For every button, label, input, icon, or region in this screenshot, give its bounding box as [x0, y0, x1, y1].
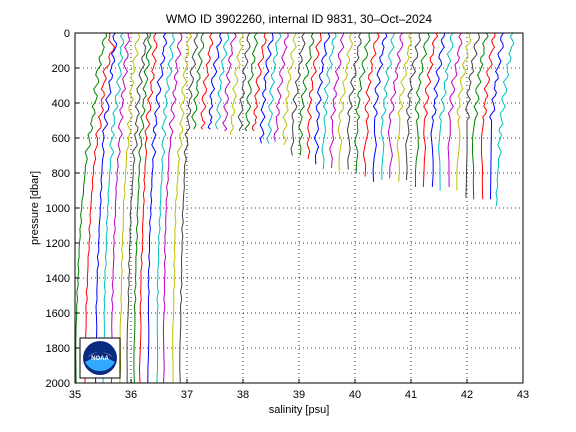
- y-tick-label: 0: [64, 28, 70, 40]
- profile-line-10: [147, 32, 168, 384]
- profile-line-23: [251, 32, 267, 132]
- grid-lines: [75, 33, 523, 383]
- profile-line-25: [266, 32, 282, 144]
- profile-line-41: [396, 32, 412, 182]
- profile-line-45: [430, 32, 446, 188]
- y-axis-label: pressure [dbar]: [29, 171, 41, 245]
- profile-line-33: [329, 32, 345, 168]
- profile-line-2: [84, 33, 116, 384]
- series-layer: [75, 32, 515, 384]
- x-axis-label: salinity [psu]: [269, 404, 330, 416]
- profile-line-36: [354, 32, 371, 174]
- profile-line-38: [372, 32, 388, 182]
- profile-line-6: [119, 32, 141, 384]
- x-tick-label: 39: [293, 389, 305, 401]
- profile-line-17: [207, 32, 223, 130]
- profile-line-34: [337, 32, 354, 172]
- profile-line-16: [200, 32, 214, 130]
- profile-line-26: [273, 32, 289, 142]
- x-tick-label: 43: [517, 389, 529, 401]
- profile-line-48: [456, 32, 472, 191]
- profile-line-53: [495, 32, 515, 207]
- x-tick-label: 40: [349, 389, 361, 401]
- profile-line-14: [179, 32, 199, 384]
- profile-line-28: [290, 32, 306, 156]
- y-axis-ticks: 0 200 400 600 800 1000 1200 1400 1600 1800 2000: [46, 28, 79, 390]
- profile-line-32: [321, 32, 337, 170]
- profile-line-44: [422, 32, 439, 188]
- profile-line-24: [259, 32, 274, 144]
- profile-line-20: [230, 33, 244, 135]
- y-tick-label: 1600: [46, 308, 70, 320]
- y-tick-label: 1000: [46, 203, 70, 215]
- x-tick-label: 36: [125, 389, 137, 401]
- x-axis-ticks: 35 36 37 38 39 40 41 42 43: [69, 379, 529, 401]
- profile-line-7: [126, 32, 149, 384]
- profile-line-4: [102, 32, 125, 384]
- profile-line-50: [471, 32, 489, 200]
- profile-line-31: [313, 32, 331, 165]
- profile-line-43: [414, 32, 430, 188]
- profile-line-12: [162, 32, 183, 384]
- profile-line-19: [222, 32, 237, 132]
- profile-line-22: [244, 32, 259, 132]
- y-tick-label: 2000: [46, 378, 70, 390]
- noaa-logo: NOAA: [79, 337, 121, 379]
- profile-line-11: [156, 32, 176, 384]
- profile-line-29: [298, 32, 315, 156]
- y-tick-label: 1800: [46, 343, 70, 355]
- profile-line-40: [387, 32, 404, 179]
- y-tick-label: 800: [52, 168, 70, 180]
- profile-line-52: [489, 32, 504, 200]
- chart-title: WMO ID 3902260, internal ID 9831, 30–Oct…: [166, 12, 432, 26]
- y-tick-label: 200: [52, 63, 70, 75]
- profile-line-3: [94, 32, 118, 384]
- profile-line-27: [282, 32, 297, 146]
- profile-line-15: [191, 32, 205, 130]
- profile-line-13: [172, 32, 192, 384]
- profile-line-5: [110, 32, 131, 384]
- profile-line-47: [447, 32, 463, 188]
- profile-line-49: [465, 32, 481, 198]
- x-tick-label: 41: [405, 389, 417, 401]
- x-tick-label: 35: [69, 389, 81, 401]
- profile-line-46: [438, 32, 454, 191]
- profile-line-51: [480, 32, 496, 200]
- x-tick-label: 37: [181, 389, 193, 401]
- profile-line-8: [133, 32, 152, 384]
- profile-line-42: [405, 32, 422, 181]
- profile-line-18: [215, 32, 230, 130]
- svg-text:NOAA: NOAA: [91, 356, 109, 362]
- x-tick-label: 42: [461, 389, 473, 401]
- profile-line-39: [380, 32, 395, 181]
- profile-line-30: [306, 32, 322, 160]
- profile-line-37: [362, 32, 380, 177]
- y-tick-label: 600: [52, 133, 70, 145]
- profile-line-21: [237, 32, 251, 132]
- y-tick-label: 1400: [46, 273, 70, 285]
- y-tick-label: 1200: [46, 238, 70, 250]
- profile-line-35: [346, 32, 362, 170]
- profile-line-9: [138, 32, 158, 384]
- x-tick-label: 38: [237, 389, 249, 401]
- y-tick-label: 400: [52, 98, 70, 110]
